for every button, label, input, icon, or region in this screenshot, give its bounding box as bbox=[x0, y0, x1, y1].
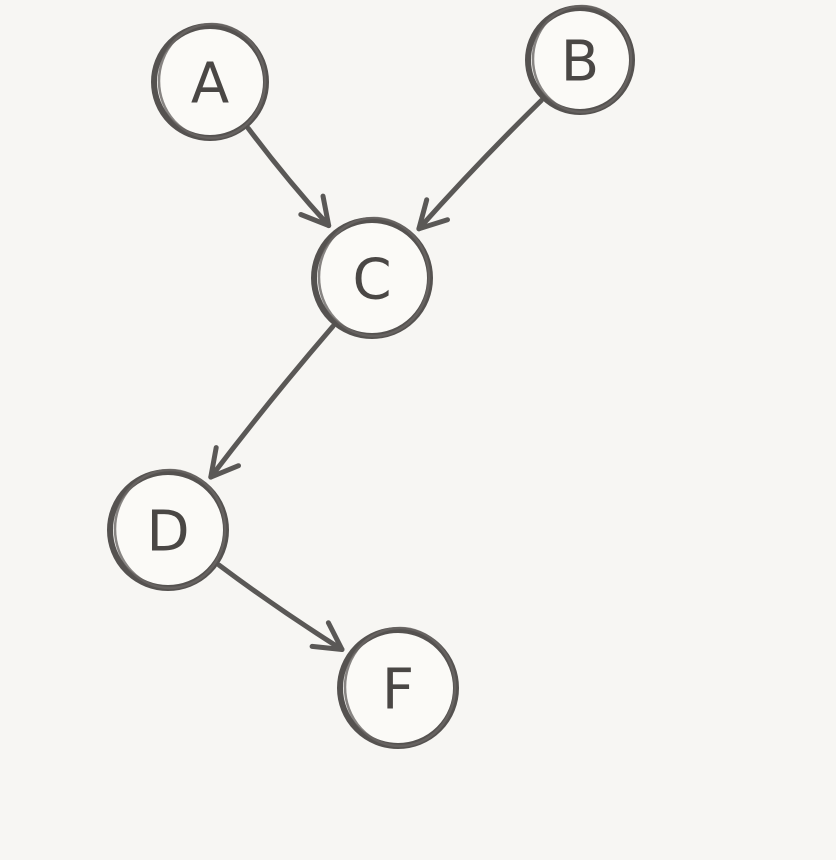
node-label: B bbox=[561, 30, 599, 95]
node-D: D bbox=[107, 468, 229, 591]
arrowhead bbox=[298, 193, 332, 229]
edge-line bbox=[208, 323, 336, 480]
edge-C-to-D bbox=[208, 323, 336, 480]
node-C: C bbox=[311, 216, 433, 339]
node-circle-sketch-stroke bbox=[113, 468, 227, 590]
nodes-layer: A B C D F bbox=[107, 4, 635, 749]
edge-B-to-C bbox=[416, 98, 544, 232]
edge-line bbox=[416, 98, 544, 232]
edge-line bbox=[245, 125, 332, 229]
node-circle-sketch-stroke bbox=[157, 22, 267, 140]
edge-line bbox=[216, 562, 345, 652]
node-label: F bbox=[382, 658, 414, 723]
edge-D-to-F bbox=[216, 562, 345, 652]
node-label: A bbox=[191, 52, 229, 117]
arrowhead bbox=[309, 620, 345, 652]
arrowhead bbox=[416, 197, 450, 232]
node-circle-sketch-stroke bbox=[317, 216, 431, 338]
edge-A-to-C bbox=[245, 125, 332, 229]
node-F: F bbox=[337, 626, 459, 749]
node-circle-sketch-stroke bbox=[343, 626, 457, 748]
node-label: D bbox=[146, 500, 189, 565]
edges-layer bbox=[208, 98, 544, 652]
node-B: B bbox=[525, 4, 635, 115]
node-A: A bbox=[151, 22, 269, 141]
arrowhead bbox=[208, 445, 241, 480]
node-label: C bbox=[352, 248, 391, 313]
node-circle-sketch-stroke bbox=[531, 4, 633, 114]
